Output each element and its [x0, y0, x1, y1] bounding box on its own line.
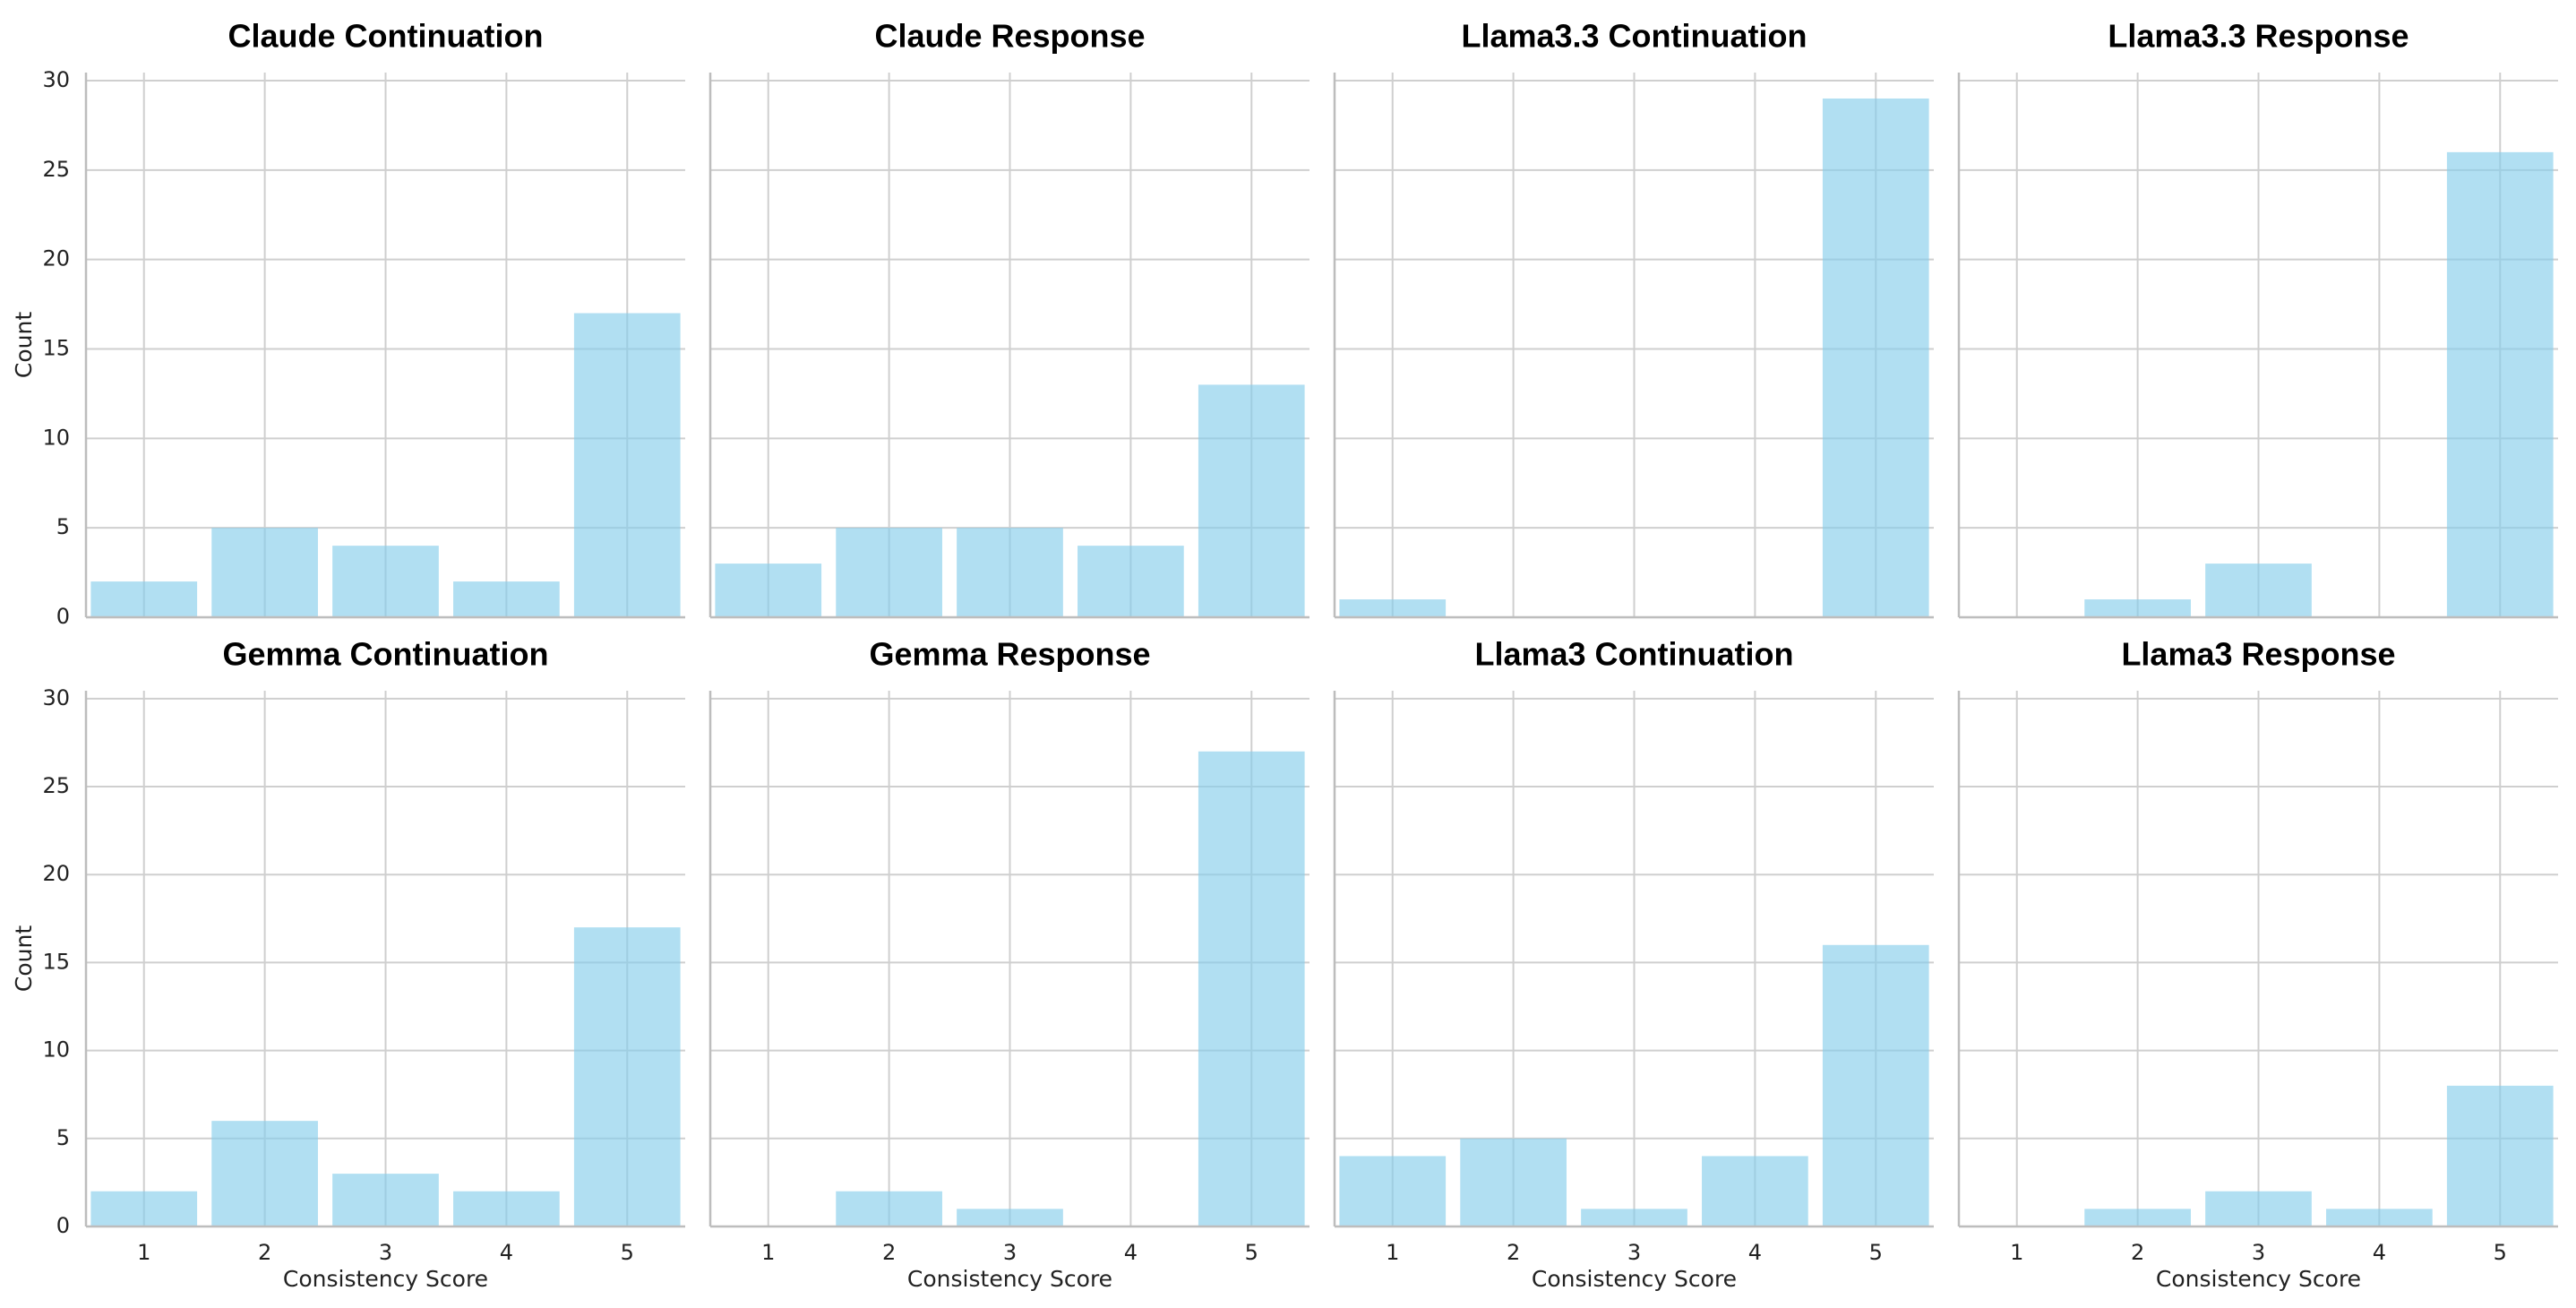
y-tick-label: 15: [42, 335, 70, 360]
bar: [1581, 1209, 1687, 1226]
bar: [1702, 1156, 1808, 1226]
bar: [2446, 151, 2554, 617]
x-tick-label: 3: [1003, 1240, 1017, 1265]
y-axis-label: Count: [11, 312, 37, 378]
bar: [1822, 944, 1929, 1226]
bar: [2205, 564, 2312, 617]
chart-title: Llama3 Response: [2121, 636, 2395, 673]
bar: [957, 528, 1063, 617]
chart-title: Llama3.3 Continuation: [1461, 18, 1807, 55]
y-tick-label: 20: [42, 246, 70, 271]
bar: [211, 1121, 318, 1226]
bar: [1198, 384, 1305, 617]
bar: [453, 581, 560, 617]
bar: [1198, 751, 1305, 1226]
x-tick-label: 2: [1507, 1240, 1520, 1265]
y-tick-label: 10: [42, 425, 70, 450]
x-axis-label: Consistency Score: [2156, 1266, 2361, 1292]
chart-title: Gemma Continuation: [222, 636, 548, 673]
x-tick-label: 1: [2010, 1240, 2023, 1265]
y-tick-label: 30: [42, 685, 70, 710]
x-tick-label: 5: [1869, 1240, 1883, 1265]
x-tick-label: 1: [1386, 1240, 1399, 1265]
bar: [332, 1174, 439, 1226]
bar: [573, 313, 681, 617]
x-tick-label: 5: [2494, 1240, 2507, 1265]
y-tick-label: 30: [42, 67, 70, 92]
y-tick-label: 20: [42, 861, 70, 886]
x-tick-label: 2: [2131, 1240, 2144, 1265]
bar: [1339, 1156, 1447, 1226]
x-tick-label: 4: [1748, 1240, 1762, 1265]
bar: [2326, 1209, 2433, 1226]
chart-title: Llama3.3 Response: [2108, 18, 2409, 55]
x-tick-label: 4: [500, 1240, 513, 1265]
y-tick-label: 25: [42, 157, 70, 182]
bar: [90, 1191, 198, 1226]
bar: [1460, 1138, 1567, 1226]
y-tick-label: 5: [56, 1125, 70, 1150]
bar: [90, 581, 198, 617]
bar: [211, 528, 318, 617]
x-tick-label: 2: [882, 1240, 896, 1265]
y-tick-label: 0: [56, 1213, 70, 1238]
x-tick-label: 2: [258, 1240, 271, 1265]
bar: [715, 564, 822, 617]
chart-title: Claude Response: [874, 18, 1145, 55]
bar: [957, 1209, 1063, 1226]
x-tick-label: 5: [1245, 1240, 1258, 1265]
chart-title: Claude Continuation: [228, 18, 544, 55]
y-axis-label: Count: [11, 925, 37, 992]
bar: [453, 1191, 560, 1226]
x-tick-label: 4: [1124, 1240, 1138, 1265]
y-tick-label: 0: [56, 604, 70, 629]
y-tick-label: 10: [42, 1037, 70, 1063]
y-tick-label: 25: [42, 773, 70, 798]
bar: [836, 1191, 942, 1226]
chart-title: Gemma Response: [869, 636, 1150, 673]
bar: [2084, 1209, 2191, 1226]
x-tick-label: 3: [1627, 1240, 1641, 1265]
bar: [1822, 98, 1929, 617]
x-tick-label: 1: [761, 1240, 775, 1265]
bar: [332, 546, 439, 617]
bar: [2084, 599, 2191, 617]
x-tick-label: 3: [379, 1240, 392, 1265]
x-axis-label: Consistency Score: [907, 1266, 1112, 1292]
bar: [1339, 599, 1447, 617]
y-tick-label: 15: [42, 949, 70, 974]
bar: [573, 927, 681, 1226]
bar: [2205, 1191, 2312, 1226]
x-axis-label: Consistency Score: [1532, 1266, 1737, 1292]
x-tick-label: 5: [621, 1240, 634, 1265]
bar: [836, 528, 942, 617]
y-tick-label: 5: [56, 514, 70, 539]
x-tick-label: 1: [137, 1240, 150, 1265]
chart-title: Llama3 Continuation: [1474, 636, 1793, 673]
x-tick-label: 4: [2373, 1240, 2386, 1265]
x-tick-label: 3: [2252, 1240, 2265, 1265]
bar: [1078, 546, 1184, 617]
bar: [2446, 1085, 2554, 1226]
x-axis-label: Consistency Score: [283, 1266, 488, 1292]
